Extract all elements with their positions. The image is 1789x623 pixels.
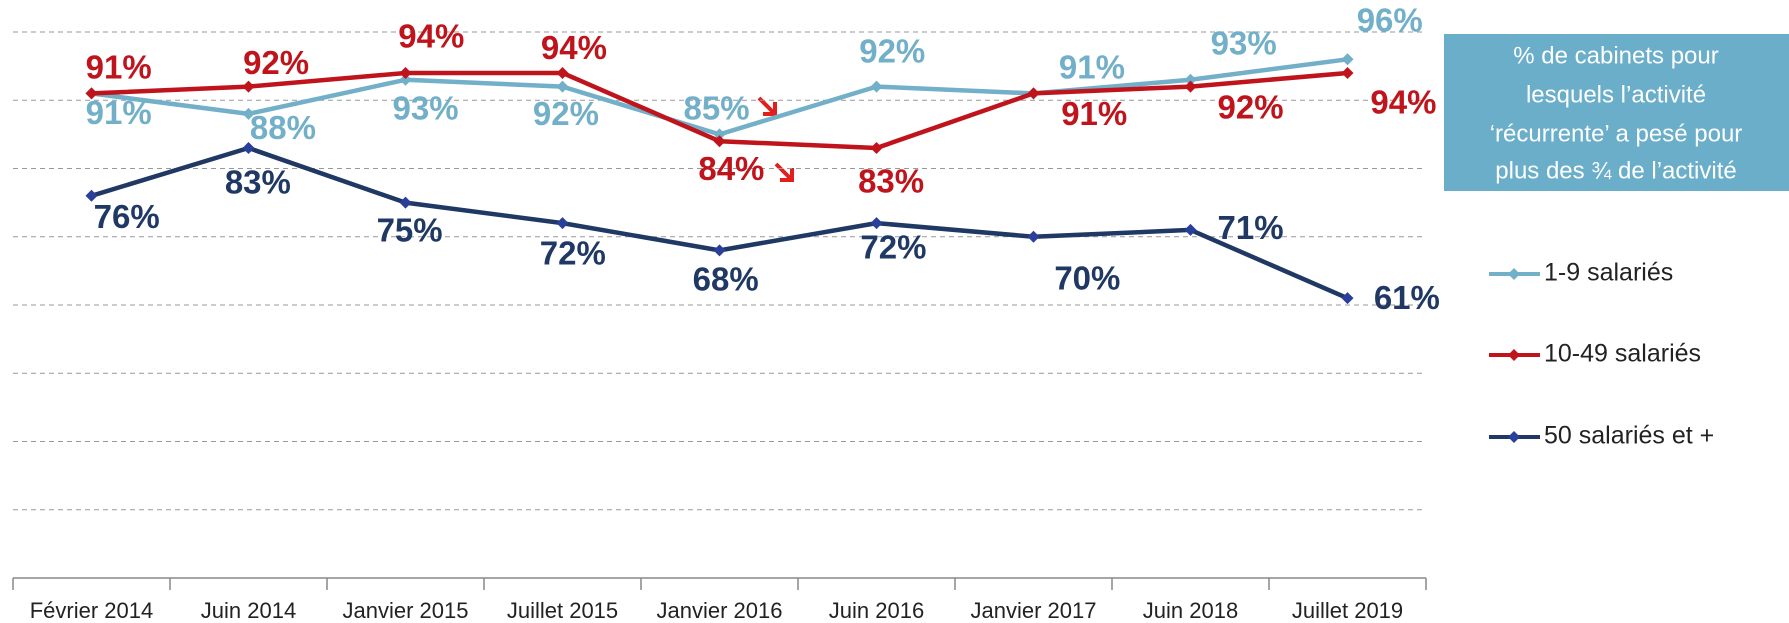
marker (1341, 292, 1354, 305)
annotation-line: % de cabinets pour (1513, 42, 1718, 69)
marker (870, 80, 883, 93)
data-label: 72% (860, 229, 926, 266)
data-label: 91% (1061, 95, 1127, 132)
data-label: 96% (1357, 2, 1423, 39)
data-label: 94% (541, 29, 607, 66)
data-label: 75% (377, 211, 443, 248)
legend-marker (1508, 349, 1520, 361)
data-label: 76% (94, 198, 160, 235)
data-label: 88% (250, 109, 316, 146)
x-tick-label: Janvier 2015 (343, 598, 469, 623)
x-tick-label: Juin 2016 (829, 598, 924, 623)
data-label: 61% (1374, 279, 1440, 316)
marker (242, 80, 255, 93)
marker (85, 87, 98, 100)
marker (399, 73, 412, 86)
marker (556, 80, 569, 93)
marker (1184, 80, 1197, 93)
marker (1184, 223, 1197, 236)
data-label: 94% (1370, 84, 1436, 121)
legend-marker (1508, 431, 1520, 443)
data-label: 91% (1059, 48, 1125, 85)
marker (399, 66, 412, 79)
data-label: 94% (398, 18, 464, 55)
marker (1184, 73, 1197, 86)
data-label: 92% (1218, 88, 1284, 125)
marker (713, 244, 726, 257)
marker (1341, 53, 1354, 66)
legend-label: 10-49 salariés (1544, 340, 1701, 368)
marker (1027, 230, 1040, 243)
annotation-line: ‘récurrente’ a pesé pour (1490, 120, 1743, 147)
data-label: 85% (684, 89, 750, 126)
legend-label: 1-9 salariés (1544, 259, 1673, 287)
data-label: 68% (693, 261, 759, 298)
data-label: 71% (1218, 209, 1284, 246)
x-tick-label: Juin 2014 (201, 598, 296, 623)
marker (713, 135, 726, 148)
marker (1027, 87, 1040, 100)
data-label: 91% (86, 94, 152, 131)
data-label: 92% (533, 95, 599, 132)
x-tick-label: Février 2014 (30, 598, 154, 623)
marker (242, 142, 255, 155)
marker (556, 66, 569, 79)
marker (870, 217, 883, 230)
data-label: 93% (1211, 24, 1277, 61)
data-label: 92% (859, 32, 925, 69)
annotation-line: plus des ¾ de l’activité (1495, 157, 1736, 184)
data-label: 83% (225, 164, 291, 201)
x-tick-label: Juin 2018 (1143, 598, 1238, 623)
annotation-box (1444, 34, 1789, 191)
x-tick-label: Juillet 2015 (507, 598, 618, 623)
marker (242, 107, 255, 120)
marker (556, 217, 569, 230)
legend-label: 50 salariés et + (1544, 422, 1714, 450)
data-label: 84% (698, 150, 764, 187)
x-tick-label: Janvier 2016 (657, 598, 783, 623)
marker (85, 189, 98, 202)
marker (399, 196, 412, 209)
data-label: 83% (858, 162, 924, 199)
marker (870, 142, 883, 155)
marker (713, 128, 726, 141)
x-tick-label: Juillet 2019 (1292, 598, 1403, 623)
data-label: 91% (86, 48, 152, 85)
data-label: 92% (243, 44, 309, 81)
legend-marker (1508, 268, 1520, 280)
marker (1341, 66, 1354, 79)
data-label: 70% (1054, 259, 1120, 296)
data-label: 72% (540, 234, 606, 271)
annotation-line: lesquels l’activité (1526, 81, 1706, 108)
x-tick-label: Janvier 2017 (971, 598, 1097, 623)
data-label: 93% (393, 89, 459, 126)
